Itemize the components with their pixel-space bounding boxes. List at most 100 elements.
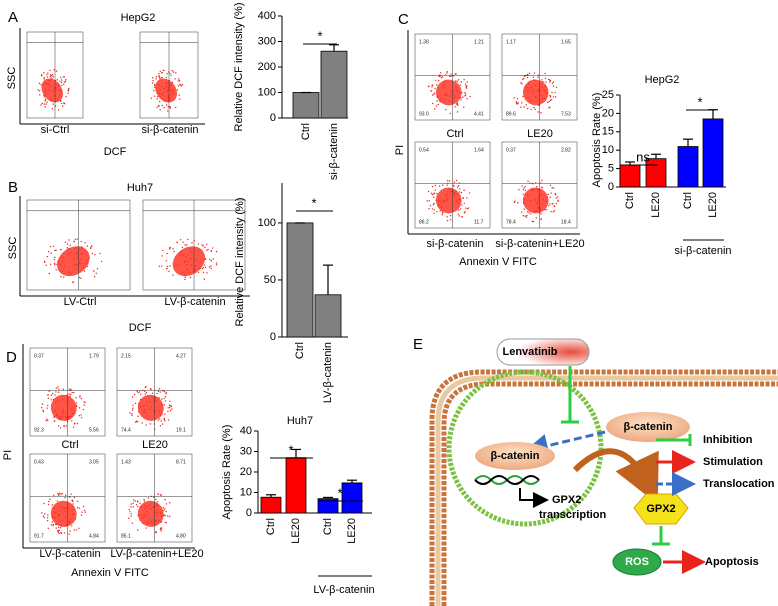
bar [702, 118, 724, 188]
event-dot [44, 99, 47, 101]
event-dot [523, 208, 525, 210]
event-dot [43, 78, 45, 80]
bar [677, 146, 699, 188]
event-dot [71, 499, 73, 502]
significance-label: * [288, 442, 293, 457]
event-dot [145, 527, 147, 529]
event-dot [161, 398, 163, 400]
event-dot [453, 181, 456, 183]
event-dot [150, 97, 152, 99]
event-dot [143, 500, 146, 502]
event-dot [515, 101, 518, 103]
event-dot [552, 187, 555, 189]
event-dot [134, 500, 137, 502]
event-dot [548, 204, 550, 207]
event-dot [74, 422, 76, 424]
quadrant-value: 1.38 [419, 39, 429, 45]
event-dot [37, 89, 39, 91]
event-dot [49, 246, 52, 248]
event-dot [159, 528, 162, 531]
event-dot [43, 76, 45, 79]
event-dot [169, 515, 171, 518]
quadrant-value: 3.05 [89, 459, 99, 465]
event-dot [48, 390, 50, 392]
event-dot [163, 106, 165, 109]
quadrant-value: 89.6 [506, 111, 516, 117]
quadrant-value: 74.4 [121, 427, 131, 433]
event-dot [456, 104, 459, 106]
event-dot [172, 248, 174, 250]
event-dot [166, 265, 169, 268]
event-dot [131, 396, 134, 398]
event-dot [78, 407, 81, 409]
y-axis-label: Apoptosis Rate (%) [221, 425, 233, 520]
event-dot [210, 250, 212, 252]
event-dot [46, 74, 48, 76]
event-dot [433, 93, 435, 95]
event-dot [449, 75, 451, 78]
event-dot [189, 276, 192, 279]
event-dot [46, 418, 48, 420]
event-dot [167, 110, 169, 112]
event-dot [517, 202, 519, 204]
event-cluster [522, 187, 549, 214]
event-dot [524, 186, 526, 188]
event-dot [434, 108, 436, 110]
panel-label: B [8, 179, 18, 196]
event-dot [131, 409, 134, 411]
event-dot [159, 109, 161, 111]
event-dot [449, 214, 452, 217]
x-axis-label: DCF [129, 322, 152, 334]
event-dot [46, 520, 49, 522]
event-dot [46, 517, 49, 519]
event-dot [461, 216, 464, 218]
event-dot [136, 420, 139, 423]
x-tick-label: Ctrl [294, 342, 306, 359]
event-dot [168, 270, 170, 272]
event-dot [40, 84, 42, 86]
event-dot [180, 84, 182, 86]
event-dot [163, 508, 166, 510]
panel-label: A [8, 9, 18, 26]
event-dot [173, 250, 175, 253]
x-axis-label: Annexin V FITC [459, 256, 537, 268]
event-dot [159, 77, 161, 80]
event-dot [156, 501, 159, 503]
membrane [429, 369, 778, 606]
nucleus [446, 369, 604, 527]
event-dot [184, 276, 186, 278]
event-dot [151, 82, 154, 84]
event-dot [133, 393, 136, 396]
panel-title: Huh7 [127, 182, 153, 194]
event-dot [81, 511, 83, 513]
event-dot [78, 414, 81, 417]
y-axis-label: Relative DCF intensity (%) [233, 3, 245, 132]
event-dot [518, 189, 520, 191]
event-dot [436, 100, 438, 102]
event-dot [170, 74, 172, 76]
event-dot [137, 391, 139, 394]
quadrant-value: 1.17 [506, 39, 516, 45]
event-dot [445, 109, 447, 111]
event-dot [129, 511, 131, 513]
event-dot [159, 494, 162, 496]
event-dot [171, 69, 173, 72]
event-dot [52, 103, 54, 105]
event-dot [131, 414, 133, 416]
significance-label: * [337, 485, 342, 500]
event-dot [533, 106, 535, 109]
event-dot [446, 179, 449, 182]
event-dot [81, 417, 83, 419]
event-dot [151, 392, 154, 394]
event-cluster [50, 500, 77, 527]
event-dot [527, 180, 529, 182]
pathway-diagram: Lenvatinib β-catenin β-catenin GPX2 tran… [429, 338, 778, 606]
event-dot [55, 70, 58, 72]
event-dot [549, 94, 551, 97]
event-dot [47, 419, 49, 422]
event-dot [534, 108, 536, 111]
event-dot [60, 79, 63, 81]
event-dot [178, 79, 181, 82]
event-dot [162, 249, 164, 252]
event-dot [42, 410, 45, 413]
